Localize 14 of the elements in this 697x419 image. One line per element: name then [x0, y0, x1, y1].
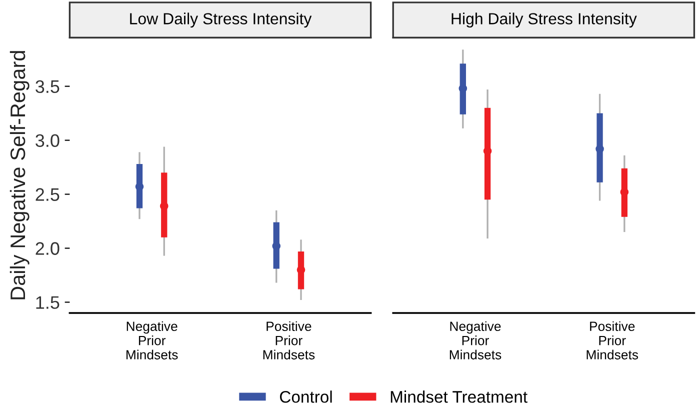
- chart-title: High Daily Stress Intensity: [452, 12, 637, 28]
- x-tick-label: Positive Prior Mindsets: [263, 321, 315, 360]
- y-tick-label: 1.5: [36, 296, 60, 309]
- x-tick-label: Negative Prior Mindsets: [126, 321, 178, 360]
- legend-label: Control: [280, 390, 332, 403]
- y-tick-label: 2.0: [36, 242, 60, 255]
- x-tick-label: Positive Prior Mindsets: [586, 321, 638, 360]
- y-tick-label: 2.5: [36, 188, 60, 201]
- y-axis-title: Daily Negative Self-Regard: [10, 51, 30, 300]
- x-tick-label: Negative Prior Mindsets: [450, 321, 502, 360]
- chart-title: Low Daily Stress Intensity: [130, 12, 312, 28]
- y-tick-label: 3.5: [36, 80, 60, 94]
- legend-label: Mindset Treatment: [390, 390, 528, 403]
- y-tick-label: 3.0: [36, 134, 60, 147]
